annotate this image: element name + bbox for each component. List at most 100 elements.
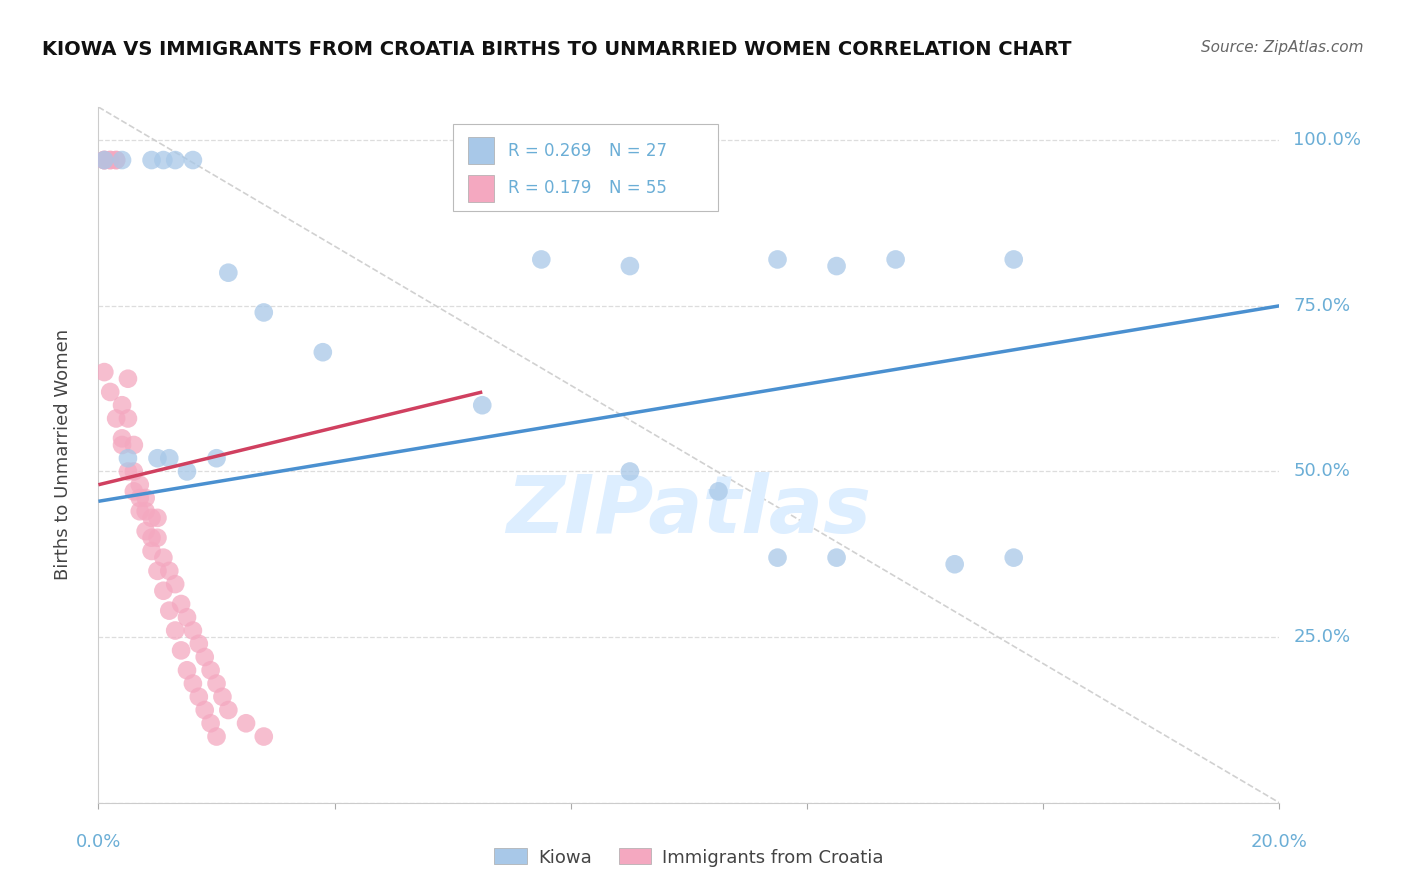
Text: 50.0%: 50.0%: [1294, 462, 1350, 481]
Point: [235, 716, 257, 731]
Point: [176, 465, 198, 479]
Legend: Kiowa, Immigrants from Croatia: Kiowa, Immigrants from Croatia: [488, 841, 890, 874]
Point: [111, 398, 134, 412]
Point: [135, 504, 157, 518]
Point: [111, 438, 134, 452]
Point: [211, 690, 233, 704]
Point: [135, 491, 157, 505]
Point: [200, 716, 222, 731]
Point: [165, 624, 187, 638]
Point: [194, 703, 217, 717]
Text: 75.0%: 75.0%: [1294, 297, 1351, 315]
Text: R = 0.179: R = 0.179: [508, 179, 592, 197]
Text: N = 55: N = 55: [609, 179, 666, 197]
Point: [619, 465, 641, 479]
Point: [98, 153, 121, 167]
Text: 0.0%: 0.0%: [76, 833, 121, 851]
Point: [117, 465, 139, 479]
Point: [176, 663, 198, 677]
Point: [157, 451, 180, 466]
Point: [200, 663, 222, 677]
Point: [93, 153, 115, 167]
Point: [152, 583, 174, 598]
Text: ZIPatlas: ZIPatlas: [506, 472, 872, 549]
Point: [1002, 252, 1025, 267]
Point: [165, 577, 187, 591]
Point: [117, 411, 139, 425]
Point: [253, 730, 276, 744]
Point: [93, 153, 115, 167]
Point: [205, 451, 228, 466]
Point: [141, 531, 163, 545]
Point: [122, 484, 145, 499]
Point: [312, 345, 335, 359]
Point: [165, 153, 187, 167]
Point: [105, 153, 128, 167]
Point: [170, 597, 193, 611]
Point: [766, 252, 789, 267]
Point: [93, 153, 115, 167]
Point: [141, 153, 163, 167]
FancyBboxPatch shape: [468, 175, 494, 202]
Point: [176, 610, 198, 624]
Point: [217, 703, 239, 717]
Point: [825, 259, 848, 273]
Point: [117, 372, 139, 386]
Point: [141, 511, 163, 525]
Point: [825, 550, 848, 565]
Point: [170, 643, 193, 657]
Text: KIOWA VS IMMIGRANTS FROM CROATIA BIRTHS TO UNMARRIED WOMEN CORRELATION CHART: KIOWA VS IMMIGRANTS FROM CROATIA BIRTHS …: [42, 40, 1071, 59]
Text: R = 0.269: R = 0.269: [508, 142, 592, 160]
Point: [943, 558, 966, 572]
Point: [205, 730, 228, 744]
Point: [157, 604, 180, 618]
Point: [217, 266, 239, 280]
Point: [135, 524, 157, 538]
Point: [146, 564, 169, 578]
Point: [152, 153, 174, 167]
Point: [111, 153, 134, 167]
Point: [205, 676, 228, 690]
Point: [157, 564, 180, 578]
Point: [105, 411, 128, 425]
Point: [884, 252, 907, 267]
Point: [117, 451, 139, 466]
Point: [93, 365, 115, 379]
Text: 20.0%: 20.0%: [1251, 833, 1308, 851]
Point: [122, 438, 145, 452]
Point: [1002, 550, 1025, 565]
Point: [766, 550, 789, 565]
Point: [128, 504, 150, 518]
Point: [181, 624, 204, 638]
Point: [707, 484, 730, 499]
Text: Source: ZipAtlas.com: Source: ZipAtlas.com: [1201, 40, 1364, 55]
Point: [187, 637, 209, 651]
Point: [181, 153, 204, 167]
FancyBboxPatch shape: [453, 124, 718, 211]
Point: [187, 690, 209, 704]
Point: [146, 511, 169, 525]
Point: [111, 431, 134, 445]
Point: [141, 544, 163, 558]
Point: [471, 398, 494, 412]
Point: [128, 477, 150, 491]
Point: [253, 305, 276, 319]
Point: [98, 153, 121, 167]
Y-axis label: Births to Unmarried Women: Births to Unmarried Women: [53, 329, 72, 581]
Point: [128, 491, 150, 505]
Point: [98, 384, 121, 399]
Point: [530, 252, 553, 267]
Point: [194, 650, 217, 665]
Point: [146, 531, 169, 545]
Point: [619, 259, 641, 273]
Point: [152, 550, 174, 565]
Point: [122, 465, 145, 479]
Point: [146, 451, 169, 466]
Point: [105, 153, 128, 167]
Text: N = 27: N = 27: [609, 142, 666, 160]
FancyBboxPatch shape: [468, 137, 494, 164]
Text: 100.0%: 100.0%: [1294, 131, 1361, 149]
Point: [93, 153, 115, 167]
Point: [181, 676, 204, 690]
Text: 25.0%: 25.0%: [1294, 628, 1351, 646]
